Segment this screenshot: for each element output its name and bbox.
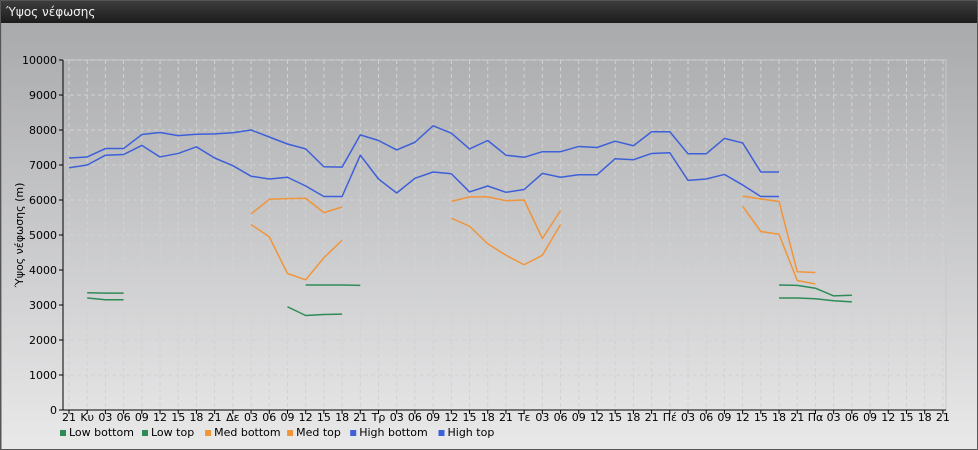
series-line-med-top: [250, 197, 343, 215]
x-tick-label: 06: [554, 411, 568, 424]
axes: 0 1000 2000 3000 4000 5000 6000 7000 8000 9000 100…: [22, 54, 950, 424]
x-tick-label: 18: [918, 411, 932, 424]
x-tick-label: 21: [208, 411, 222, 424]
x-tick-label: 03: [98, 411, 112, 424]
x-tick-label: 18: [335, 411, 349, 424]
x-tick-label: Κυ: [80, 411, 94, 424]
series-line-high-top: [68, 125, 780, 173]
series-line-low-bottom: [779, 297, 852, 303]
y-axis-label: Ύψος νέφωσης (m): [13, 183, 26, 289]
y-tick-label: 2000: [29, 334, 57, 347]
y-tick-label: 7000: [29, 159, 57, 172]
legend-label: Low top: [151, 426, 194, 439]
y-tick-label: 0: [50, 404, 57, 417]
x-tick-label: 03: [681, 411, 695, 424]
y-tick-label: 10000: [22, 54, 57, 67]
x-tick-label: 09: [717, 411, 731, 424]
legend-label: High top: [448, 426, 495, 439]
legend-swatch: [287, 430, 294, 436]
x-tick-label: 21: [353, 411, 367, 424]
y-tick-label: 3000: [29, 299, 57, 312]
x-tick-label: 09: [426, 411, 440, 424]
x-tick-label: 18: [189, 411, 203, 424]
x-tick-label: 15: [608, 411, 622, 424]
series-line-low-top: [779, 284, 852, 297]
legend-label: High bottom: [359, 426, 428, 439]
legend-label: Med top: [296, 426, 341, 439]
series-line-low-bottom: [87, 297, 124, 301]
x-tick-label: 21: [790, 411, 804, 424]
x-tick-label: 15: [463, 411, 477, 424]
series-line-med-bottom: [742, 205, 816, 285]
x-tick-label: 03: [535, 411, 549, 424]
x-tick-label: 06: [845, 411, 859, 424]
x-tick-label: 12: [590, 411, 604, 424]
y-tick-label: 5000: [29, 229, 57, 242]
legend: Low bottom Low top Med bottom Med top High b…: [60, 426, 494, 439]
x-tick-label: Πα: [808, 411, 824, 424]
legend-label: Med bottom: [214, 426, 281, 439]
legend-label: Low bottom: [69, 426, 134, 439]
x-tick-label: 21: [499, 411, 513, 424]
legend-swatch: [60, 430, 66, 436]
x-tick-label: 12: [153, 411, 167, 424]
y-tick-label: 1000: [29, 369, 57, 382]
x-tick-label: 18: [772, 411, 786, 424]
x-tick-label: Δε: [226, 411, 240, 424]
x-tick-label: 21: [62, 411, 76, 424]
x-tick-label: Τρ: [371, 411, 386, 424]
x-tick-label: 18: [626, 411, 640, 424]
x-tick-label: 06: [408, 411, 422, 424]
x-tick-label: 03: [390, 411, 404, 424]
y-tick-label: 9000: [29, 89, 57, 102]
series-line-med-bottom: [250, 223, 343, 281]
x-tick-label: 15: [171, 411, 185, 424]
y-tick-label: 6000: [29, 194, 57, 207]
x-tick-label: 21: [936, 411, 950, 424]
x-tick-label: Πέ: [663, 411, 677, 424]
x-tick-label: 09: [572, 411, 586, 424]
x-tick-label: 12: [881, 411, 895, 424]
x-tick-label: 15: [317, 411, 331, 424]
gridlines: [62, 59, 947, 411]
x-tick-label: 09: [863, 411, 877, 424]
legend-swatch: [350, 430, 357, 436]
chart-background: [2, 23, 977, 449]
x-tick-label: 12: [736, 411, 750, 424]
x-tick-label: 06: [262, 411, 276, 424]
x-tick-label: 06: [699, 411, 713, 424]
series-line-med-top: [742, 195, 816, 274]
x-tick-label: 18: [481, 411, 495, 424]
legend-swatch: [438, 430, 445, 436]
series-line-med-bottom: [451, 217, 562, 266]
series-lines: [68, 125, 852, 317]
legend-swatch: [142, 430, 148, 436]
series-line-low-bottom: [287, 306, 343, 317]
window-title: Ύψος νέφωσης: [1, 1, 977, 23]
x-tick-label: 03: [244, 411, 258, 424]
x-tick-label: 12: [299, 411, 313, 424]
x-tick-label: 15: [899, 411, 913, 424]
y-tick-label: 4000: [29, 264, 57, 277]
x-tick-label: Τε: [517, 411, 531, 424]
x-tick-label: 09: [135, 411, 149, 424]
series-line-high-bottom: [68, 144, 780, 198]
legend-swatch: [205, 430, 212, 436]
x-tick-label: 06: [117, 411, 131, 424]
x-tick-label: 12: [444, 411, 458, 424]
x-tick-label: 15: [754, 411, 768, 424]
y-tick-label: 8000: [29, 124, 57, 137]
x-tick-label: 03: [827, 411, 841, 424]
series-line-med-top: [451, 196, 562, 240]
x-tick-label: 09: [280, 411, 294, 424]
x-tick-label: 21: [645, 411, 659, 424]
